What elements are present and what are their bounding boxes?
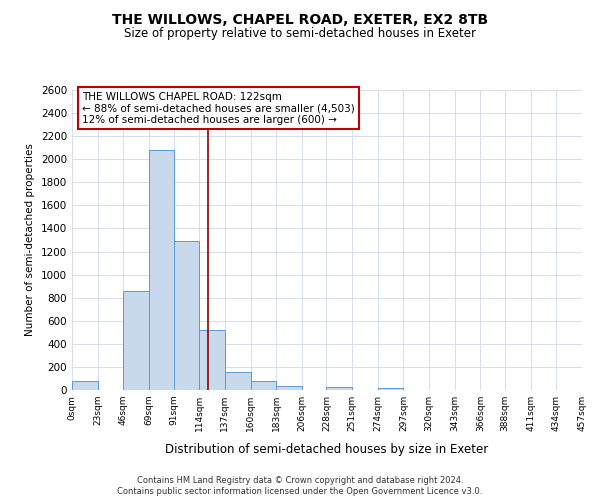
Y-axis label: Number of semi-detached properties: Number of semi-detached properties	[25, 144, 35, 336]
Bar	[72, 382, 98, 390]
Bar	[199, 330, 225, 390]
Bar	[149, 150, 173, 390]
Text: THE WILLOWS, CHAPEL ROAD, EXETER, EX2 8TB: THE WILLOWS, CHAPEL ROAD, EXETER, EX2 8T…	[112, 12, 488, 26]
Text: Distribution of semi-detached houses by size in Exeter: Distribution of semi-detached houses by …	[166, 442, 488, 456]
Bar	[276, 386, 302, 390]
Text: Contains HM Land Registry data © Crown copyright and database right 2024.: Contains HM Land Registry data © Crown c…	[137, 476, 463, 485]
Bar	[124, 292, 149, 390]
Text: Contains public sector information licensed under the Open Government Licence v3: Contains public sector information licen…	[118, 488, 482, 496]
Bar	[225, 372, 251, 390]
Text: Size of property relative to semi-detached houses in Exeter: Size of property relative to semi-detach…	[124, 28, 476, 40]
Text: THE WILLOWS CHAPEL ROAD: 122sqm
← 88% of semi-detached houses are smaller (4,503: THE WILLOWS CHAPEL ROAD: 122sqm ← 88% of…	[82, 92, 355, 124]
Bar	[251, 382, 276, 390]
Bar	[326, 386, 352, 390]
Bar	[378, 388, 403, 390]
Bar	[173, 241, 199, 390]
